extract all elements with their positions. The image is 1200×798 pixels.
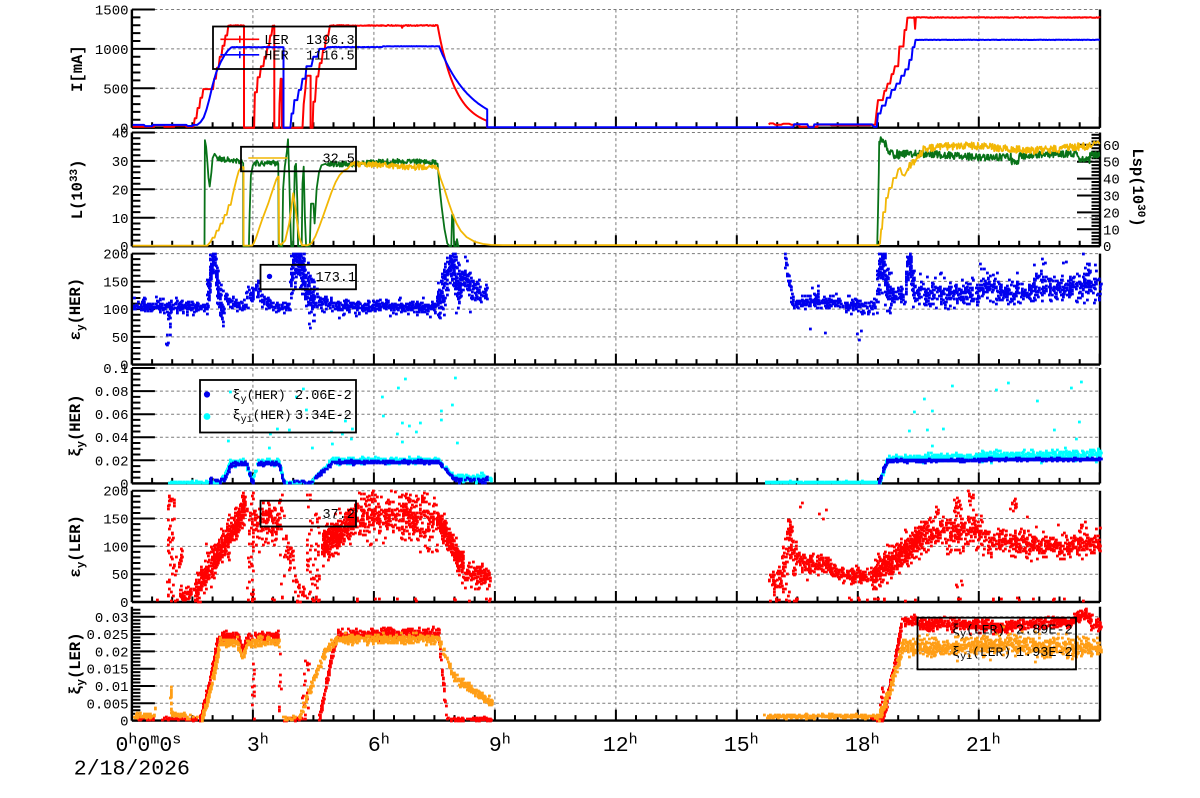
- svg-text:2/18/2026: 2/18/2026: [74, 758, 190, 782]
- svg-text:ξy(LER): ξy(LER): [952, 623, 1005, 641]
- svg-text:150: 150: [103, 275, 128, 291]
- svg-text:0.03: 0.03: [95, 611, 129, 627]
- svg-text:LER: LER: [264, 34, 288, 49]
- svg-text:150: 150: [103, 513, 128, 529]
- svg-text:500: 500: [103, 82, 128, 98]
- svg-text:0h0m0s: 0h0m0s: [116, 732, 182, 759]
- svg-text:0: 0: [1103, 240, 1111, 256]
- svg-text:40: 40: [1103, 173, 1120, 189]
- svg-text:0.08: 0.08: [95, 385, 129, 401]
- svg-text:0.02: 0.02: [95, 645, 129, 661]
- svg-text:200: 200: [103, 485, 128, 501]
- svg-text:30: 30: [1103, 190, 1120, 206]
- svg-text:50: 50: [1103, 156, 1120, 172]
- svg-text:173.1: 173.1: [316, 271, 357, 286]
- svg-text:0: 0: [120, 240, 128, 256]
- svg-text:3.34E-2: 3.34E-2: [295, 409, 352, 424]
- svg-text:L(1033): L(1033): [69, 160, 87, 220]
- svg-text:I[mA]: I[mA]: [69, 45, 87, 92]
- svg-text:0: 0: [120, 477, 128, 493]
- svg-text:200: 200: [103, 248, 128, 264]
- svg-text:ξy(HER): ξy(HER): [67, 394, 88, 456]
- svg-text:10: 10: [112, 212, 129, 228]
- svg-text:εy(LER): εy(LER): [67, 515, 88, 577]
- svg-text:20: 20: [112, 183, 129, 199]
- svg-text:0.04: 0.04: [95, 431, 129, 447]
- svg-text:ξy(LER): ξy(LER): [67, 632, 88, 694]
- svg-text:40: 40: [112, 127, 129, 143]
- svg-text:30: 30: [112, 155, 129, 171]
- svg-text:1.93E-2: 1.93E-2: [1016, 646, 1073, 661]
- svg-text:20: 20: [1103, 206, 1120, 222]
- svg-text:1500: 1500: [95, 4, 129, 20]
- svg-text:50: 50: [112, 331, 129, 347]
- svg-text:0.025: 0.025: [86, 628, 128, 644]
- svg-text:1116.5: 1116.5: [306, 50, 355, 65]
- svg-text:1396.3: 1396.3: [306, 34, 355, 49]
- svg-text:2.89E-2: 2.89E-2: [1016, 624, 1073, 639]
- svg-text:0.02: 0.02: [95, 454, 129, 470]
- svg-text:60: 60: [1103, 139, 1120, 155]
- svg-text:εy(HER): εy(HER): [67, 278, 88, 340]
- svg-text:0: 0: [120, 359, 128, 375]
- svg-text:50: 50: [112, 568, 129, 584]
- svg-text:10: 10: [1103, 223, 1120, 239]
- svg-text:0.005: 0.005: [86, 697, 128, 713]
- svg-text:0.06: 0.06: [95, 408, 129, 424]
- svg-text:HER: HER: [264, 50, 288, 65]
- svg-text:2.06E-2: 2.06E-2: [295, 389, 352, 404]
- svg-text:100: 100: [103, 540, 128, 556]
- svg-text:32.5: 32.5: [323, 153, 355, 168]
- svg-text:0.015: 0.015: [86, 663, 128, 679]
- svg-text:1000: 1000: [95, 43, 129, 59]
- svg-text:0: 0: [120, 715, 128, 731]
- svg-text:0: 0: [120, 596, 128, 612]
- svg-text:0: 0: [120, 122, 128, 138]
- svg-text:ξy(HER): ξy(HER): [233, 388, 286, 406]
- svg-text:0.01: 0.01: [95, 680, 129, 696]
- svg-text:100: 100: [103, 303, 128, 319]
- svg-text:0.1: 0.1: [103, 362, 128, 378]
- svg-text:37.2: 37.2: [323, 508, 355, 523]
